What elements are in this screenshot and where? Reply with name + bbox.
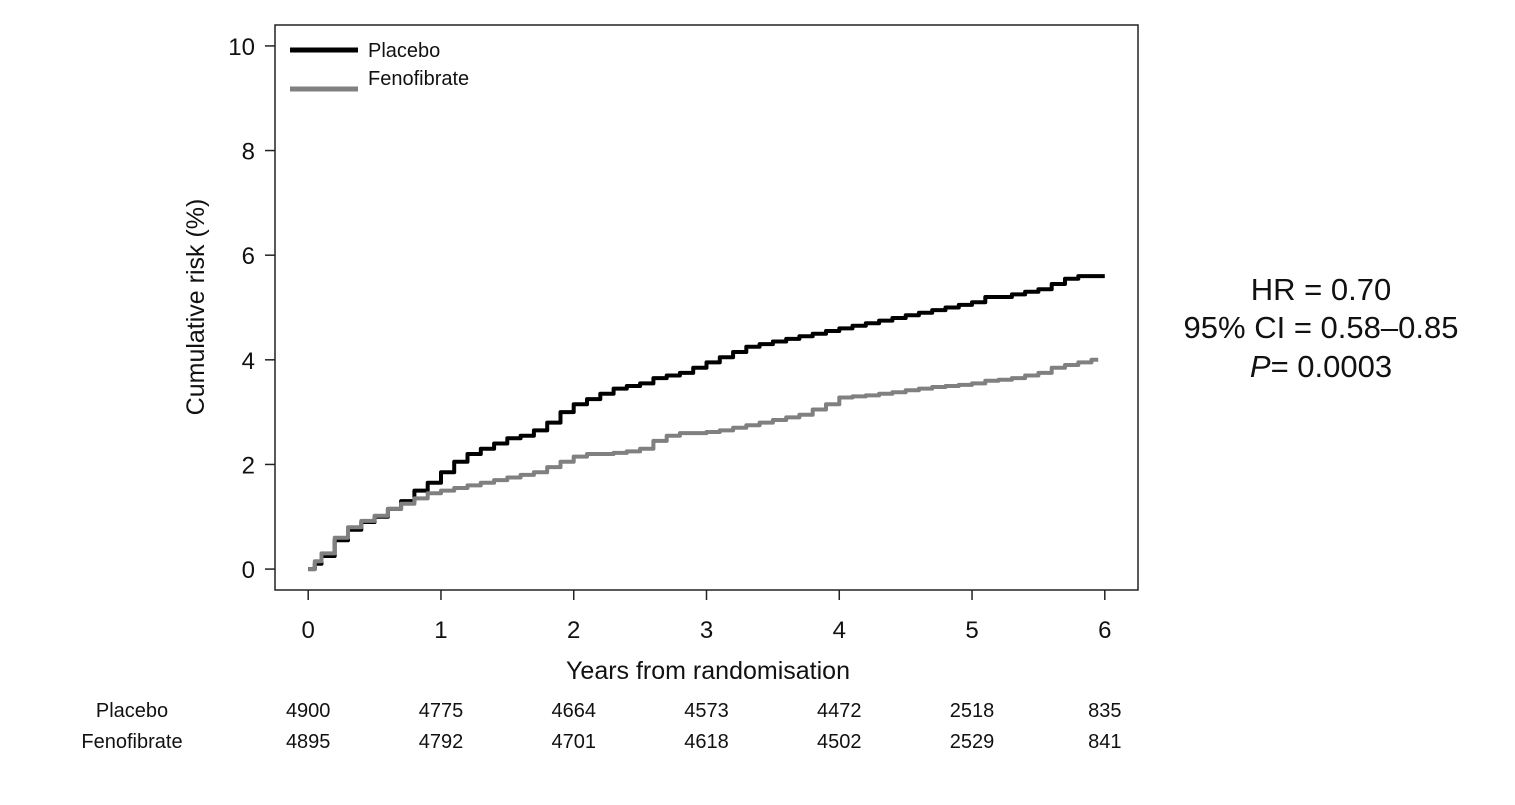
risk-table-cell: 2518 — [950, 700, 995, 722]
x-tick-label: 0 — [302, 617, 315, 644]
legend-label-fenofibrate: Fenofibrate — [368, 68, 469, 90]
series-line-fenofibrate — [308, 357, 1099, 572]
y-tick-label: 4 — [242, 348, 255, 375]
risk-table-cell: 841 — [1088, 731, 1121, 753]
x-tick-label: 2 — [567, 617, 580, 644]
risk-table-cell: 4895 — [286, 731, 331, 753]
risk-table-cell: 2529 — [950, 731, 995, 753]
x-tick-label: 5 — [965, 617, 978, 644]
risk-table-cell: 4900 — [286, 700, 331, 722]
stats-annotation: HR = 0.70 95% CI = 0.58–0.85 P= 0.0003 — [1184, 272, 1459, 384]
p-value-label: P= 0.0003 — [1250, 349, 1392, 384]
risk-table-cell: 4701 — [551, 731, 596, 753]
y-tick-label: 2 — [242, 452, 255, 479]
risk-table-cell: 4472 — [817, 700, 862, 722]
x-tick-label: 4 — [833, 617, 846, 644]
p-value-text: = 0.0003 — [1271, 349, 1393, 384]
confidence-interval-label: 95% CI = 0.58–0.85 — [1184, 310, 1459, 345]
x-axis-ticks: 0 1 2 3 4 5 6 — [302, 590, 1111, 644]
numbers-at-risk-table: Placebo 4900 4775 4664 4573 4472 2518 835 Fenofi… — [81, 700, 1121, 753]
x-axis-title: Years from randomisation — [566, 657, 850, 685]
p-value-symbol: P — [1250, 349, 1271, 384]
y-axis-title: Cumulative risk (%) — [182, 199, 210, 416]
legend-label-placebo: Placebo — [368, 40, 440, 62]
x-tick-label: 1 — [434, 617, 447, 644]
x-tick-label: 6 — [1098, 617, 1111, 644]
y-axis-ticks: 0 2 4 6 8 10 — [228, 34, 275, 584]
y-tick-label: 10 — [228, 34, 255, 61]
risk-table-cell: 4775 — [419, 700, 464, 722]
risk-table-cell: 4618 — [684, 731, 729, 753]
y-tick-label: 8 — [242, 139, 255, 166]
x-tick-label: 3 — [700, 617, 713, 644]
risk-table-row-label-fenofibrate: Fenofibrate — [81, 731, 182, 753]
risk-table-cell: 4573 — [684, 700, 729, 722]
series-line-placebo — [308, 274, 1105, 572]
y-tick-label: 0 — [242, 557, 255, 584]
risk-table-cell: 835 — [1088, 700, 1121, 722]
risk-table-cell: 4502 — [817, 731, 862, 753]
risk-table-cell: 4664 — [551, 700, 596, 722]
risk-table-cell: 4792 — [419, 731, 464, 753]
hazard-ratio-label: HR = 0.70 — [1251, 272, 1391, 307]
risk-table-row-label-placebo: Placebo — [96, 700, 168, 722]
y-tick-label: 6 — [242, 243, 255, 270]
series-lines — [308, 274, 1105, 572]
legend: Placebo Fenofibrate — [290, 40, 469, 92]
